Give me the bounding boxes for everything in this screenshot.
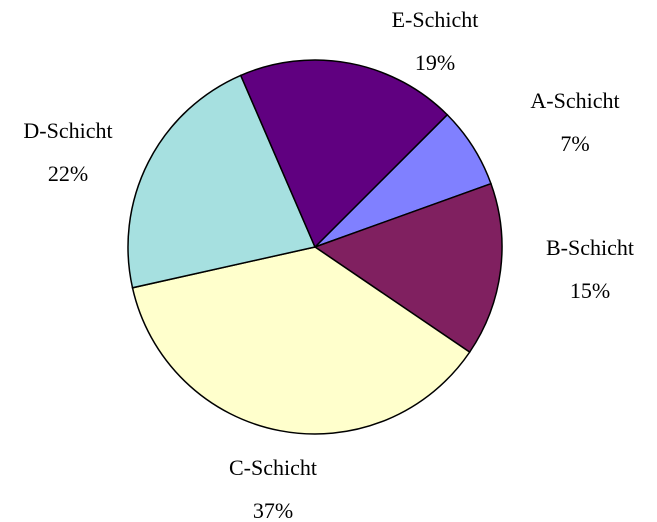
slice-value-label: 22%: [48, 161, 88, 186]
pie-slice: [239, 59, 449, 249]
slice-value-label: 15%: [570, 278, 610, 303]
slice-label: E-Schicht: [392, 7, 479, 32]
slice-label: A-Schicht: [530, 88, 619, 113]
pie-slice: [127, 74, 317, 289]
slice-value-label: 37%: [253, 498, 293, 522]
slice-value-label: 7%: [560, 131, 589, 156]
slice-label: D-Schicht: [23, 118, 112, 143]
slice-label: C-Schicht: [229, 455, 317, 480]
pie-slice: [131, 246, 471, 435]
slice-value-label: 19%: [415, 50, 455, 75]
slice-label: B-Schicht: [546, 235, 634, 260]
pie-slice: [313, 182, 503, 354]
